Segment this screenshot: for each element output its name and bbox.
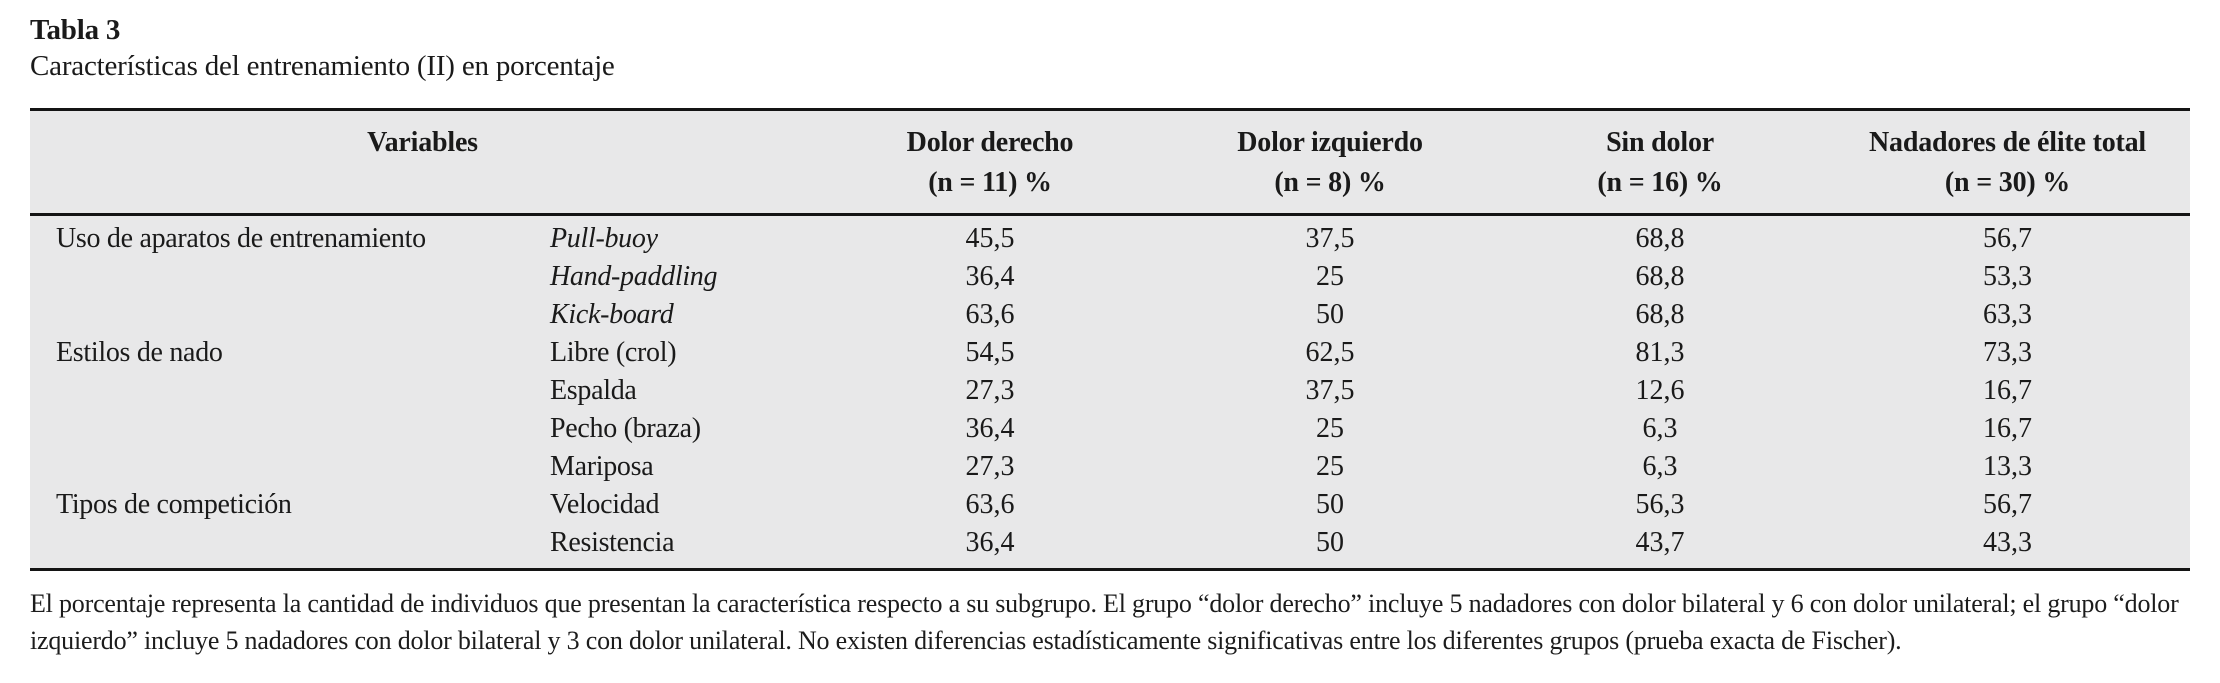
row-item-label: Espalda (550, 375, 637, 406)
row-percentage-value: 63,3 (1983, 299, 2033, 330)
row-item-label: Pecho (braza) (550, 413, 701, 444)
header-sin-dolor-n: (n = 16) % (1597, 167, 1723, 198)
row-percentage-value: 56,7 (1983, 223, 2033, 254)
table-number-label: Tabla 3 (30, 14, 121, 46)
row-percentage-value: 16,7 (1983, 375, 2033, 406)
table-row: Pecho (braza) 36,4 25 6,3 16,7 (30, 410, 2190, 448)
row-percentage-value: 54,5 (965, 337, 1015, 368)
table-row: Uso de aparatos de entrenamiento Pull-buo… (30, 215, 2190, 259)
row-percentage-value: 36,4 (965, 261, 1015, 292)
row-item-label: Kick-board (550, 299, 674, 330)
row-percentage-value: 16,7 (1983, 413, 2033, 444)
row-percentage-value: 50 (1316, 527, 1345, 558)
table-body: Uso de aparatos de entrenamiento Pull-buo… (30, 215, 2190, 570)
row-percentage-value: 50 (1316, 299, 1345, 330)
row-item-label: Velocidad (550, 489, 660, 520)
header-dolor-izquierdo-title: Dolor izquierdo (1237, 127, 1423, 158)
row-percentage-value: 43,7 (1635, 527, 1685, 558)
article-table-figure: Tabla 3 Características del entrenamient… (30, 12, 2191, 655)
table-row: Resistencia 36,4 50 43,7 43,3 (30, 524, 2190, 570)
row-percentage-value: 45,5 (965, 223, 1015, 254)
row-category-label (30, 448, 550, 486)
row-percentage-value: 68,8 (1635, 223, 1685, 254)
row-category-label: Tipos de competición (56, 489, 292, 520)
header-sin-dolor: Sin dolor (n = 16) % (1495, 109, 1826, 216)
row-percentage-value: 6,3 (1642, 413, 1678, 444)
row-category-label (30, 410, 550, 448)
header-dolor-izquierdo-n: (n = 8) % (1274, 167, 1386, 198)
row-percentage-value: 37,5 (1305, 223, 1355, 254)
header-dolor-derecho-title: Dolor derecho (906, 127, 1074, 158)
table-title: Características del entrenamiento (II) e… (30, 50, 615, 82)
row-percentage-value: 27,3 (965, 375, 1015, 406)
row-item-label: Libre (crol) (550, 337, 677, 368)
row-item-label: Pull-buoy (550, 223, 658, 254)
row-percentage-value: 62,5 (1305, 337, 1355, 368)
table-row: Tipos de competición Velocidad 63,6 50 56,3 5… (30, 486, 2190, 524)
row-category-label (30, 372, 550, 410)
table-row: Kick-board 63,6 50 68,8 63,3 (30, 296, 2190, 334)
table-row: Hand-paddling 36,4 25 68,8 53,3 (30, 258, 2190, 296)
row-percentage-value: 43,3 (1983, 527, 2033, 558)
table-footnote: El porcentaje representa la cantidad de … (30, 589, 2179, 655)
row-percentage-value: 12,6 (1635, 375, 1685, 406)
row-percentage-value: 25 (1316, 261, 1345, 292)
table-header: Variables Dolor derecho (n = 11) % Dolor… (30, 109, 2191, 216)
row-percentage-value: 63,6 (965, 299, 1015, 330)
header-variables: Variables (30, 109, 816, 216)
header-total: Nadadores de élite total (n = 30) % (1825, 109, 2191, 216)
row-item-label: Resistencia (550, 527, 675, 558)
row-category-label: Uso de aparatos de entrenamiento (56, 223, 426, 254)
row-category-label (30, 258, 550, 296)
row-item-label: Hand-paddling (550, 261, 718, 292)
row-percentage-value: 25 (1316, 413, 1345, 444)
header-dolor-izquierdo: Dolor izquierdo (n = 8) % (1165, 109, 1496, 216)
row-percentage-value: 73,3 (1983, 337, 2033, 368)
data-table: Variables Dolor derecho (n = 11) % Dolor… (30, 108, 2191, 571)
row-percentage-value: 6,3 (1642, 451, 1678, 482)
header-row: Variables Dolor derecho (n = 11) % Dolor… (30, 109, 2191, 216)
row-percentage-value: 63,6 (965, 489, 1015, 520)
table-caption: Tabla 3 Características del entrenamient… (30, 12, 2190, 84)
row-percentage-value: 36,4 (965, 413, 1015, 444)
row-percentage-value: 81,3 (1635, 337, 1685, 368)
row-percentage-value: 56,3 (1635, 489, 1685, 520)
row-percentage-value: 36,4 (965, 527, 1015, 558)
row-percentage-value: 68,8 (1635, 299, 1685, 330)
table-row: Espalda 27,3 37,5 12,6 16,7 (30, 372, 2190, 410)
table-row: Estilos de nado Libre (crol) 54,5 62,5 81,3 7… (30, 334, 2190, 372)
header-dolor-derecho-n: (n = 11) % (928, 167, 1052, 198)
row-percentage-value: 37,5 (1305, 375, 1355, 406)
row-percentage-value: 25 (1316, 451, 1345, 482)
row-category-label (30, 524, 550, 570)
header-total-n: (n = 30) % (1944, 167, 2071, 198)
row-percentage-value: 13,3 (1983, 451, 2033, 482)
row-item-label: Mariposa (550, 451, 654, 482)
row-category-label: Estilos de nado (56, 337, 223, 368)
table-row: Mariposa 27,3 25 6,3 13,3 (30, 448, 2190, 486)
row-percentage-value: 68,8 (1635, 261, 1685, 292)
header-total-title: Nadadores de élite total (1869, 127, 2146, 158)
row-category-label (30, 296, 550, 334)
row-percentage-value: 27,3 (965, 451, 1015, 482)
header-dolor-derecho: Dolor derecho (n = 11) % (815, 109, 1166, 216)
row-percentage-value: 50 (1316, 489, 1345, 520)
row-percentage-value: 56,7 (1983, 489, 2033, 520)
header-sin-dolor-title: Sin dolor (1606, 127, 1714, 158)
row-percentage-value: 53,3 (1983, 261, 2033, 292)
